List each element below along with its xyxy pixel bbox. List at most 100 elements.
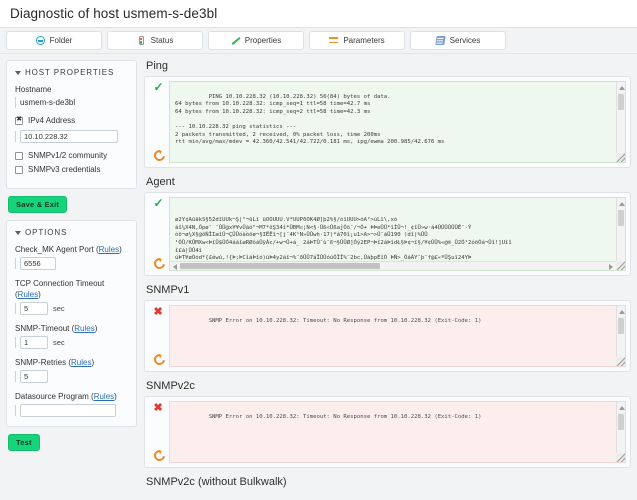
snmp-community-checkbox[interactable] — [15, 151, 23, 160]
reload-icon[interactable] — [151, 351, 167, 368]
ipv4-input-row: 10.10.228.32 — [15, 130, 128, 143]
agent-port-row: 6556 — [15, 257, 128, 270]
section-title-snmpv2c-no-bulkwalk: SNMPv2c (without Bulkwalk) — [146, 476, 287, 488]
reload-icon[interactable] — [151, 447, 167, 464]
error-x-icon — [154, 306, 165, 319]
snmpv1-resize-handle[interactable] — [616, 357, 625, 366]
snmp-community-label: SNMPv1/2 community — [28, 151, 108, 160]
ipv4-input[interactable]: 10.10.228.32 — [20, 130, 118, 143]
snmp-community-checkbox-row[interactable]: SNMPv1/2 community — [15, 151, 128, 160]
section-ping: PING 10.10.228.32 (10.10.228.32) 56(84) … — [144, 76, 631, 168]
snmpv1-status-column — [149, 305, 169, 368]
section-snmpv1: SNMP Error on 10.10.228.32: Timeout: No … — [144, 300, 631, 372]
tcp-timeout-input[interactable]: 5 — [20, 302, 48, 315]
scroll-thumb[interactable] — [618, 94, 624, 110]
snmp-retries-row: 5 — [15, 370, 128, 383]
check-icon — [154, 81, 165, 95]
agent-status-column — [149, 197, 169, 272]
datasource-program-row — [15, 404, 128, 417]
ping-resize-handle[interactable] — [616, 153, 625, 162]
hostname-value-row: usmem-s-de3bl — [15, 97, 128, 108]
snmp-timeout-label-text: SNMP-Timeout — [15, 324, 70, 333]
ping-output-text: PING 10.10.228.32 (10.10.228.32) 56(84) … — [175, 93, 445, 146]
save-and-exit-button[interactable]: Save & Exit — [8, 196, 68, 213]
ping-vertical-scrollbar[interactable] — [616, 82, 625, 162]
tab-folder[interactable]: Folder — [6, 31, 102, 50]
agent-horizontal-scrollbar[interactable] — [170, 261, 616, 270]
datasource-program-rules-link[interactable]: Rules — [93, 392, 115, 401]
options-header[interactable]: OPTIONS — [15, 228, 128, 237]
scroll-thumb[interactable] — [618, 414, 624, 430]
datasource-program-input[interactable] — [20, 404, 116, 417]
section-agent: ø2Y¢ÁûâkS§52dîÛÛk¬Ş|"¬ûLî üÓÓÛÛÛ.V*ÛÛPðÓ… — [144, 192, 631, 276]
snmpv2c-output[interactable]: SNMP Error on 10.10.228.32: Timeout: No … — [169, 401, 626, 463]
results-column: Ping PING 10.10.228.32 (10.10.228.32) 56… — [144, 60, 631, 492]
scroll-up-arrow-icon[interactable] — [618, 86, 625, 90]
tab-folder-label: Folder — [49, 36, 73, 45]
scroll-thumb[interactable] — [180, 263, 380, 269]
page-header: Diagnostic of host usmem-s-de3bl — [0, 0, 637, 28]
options-title: OPTIONS — [25, 228, 68, 237]
scroll-thumb[interactable] — [618, 210, 624, 226]
scroll-up-arrow-icon[interactable] — [618, 202, 625, 206]
snmpv3-credentials-checkbox[interactable] — [15, 165, 23, 174]
chevron-down-icon — [15, 70, 21, 75]
agent-port-label-text: Check_MK Agent Port — [15, 245, 94, 254]
ipv4-label: IPv4 Address — [28, 116, 76, 125]
snmpv1-output[interactable]: SNMP Error on 10.10.228.32: Timeout: No … — [169, 305, 626, 367]
parameters-sliders-icon — [329, 36, 339, 45]
tab-parameters-label: Parameters — [343, 36, 385, 45]
tcp-timeout-row: 5 sec — [15, 302, 128, 315]
host-properties-header[interactable]: HOST PROPERTIES — [15, 68, 128, 77]
scroll-right-arrow-icon[interactable] — [609, 263, 613, 270]
error-x-icon — [154, 402, 165, 415]
datasource-program-label: Datasource Program (Rules) — [15, 392, 117, 401]
tab-status-label: Status — [150, 36, 174, 45]
snmp-timeout-row: 1 sec — [15, 336, 128, 349]
options-panel: OPTIONS Check_MK Agent Port (Rules) 6556… — [6, 220, 137, 427]
folder-icon — [35, 36, 45, 45]
tab-bar: Folder Status Properties Parameters Serv… — [0, 28, 637, 54]
tab-properties[interactable]: Properties — [208, 31, 304, 50]
scroll-up-arrow-icon[interactable] — [618, 406, 625, 410]
scroll-up-arrow-icon[interactable] — [618, 310, 625, 314]
agent-vertical-scrollbar[interactable] — [616, 198, 625, 270]
left-sidebar: HOST PROPERTIES Hostname usmem-s-de3bl I… — [6, 60, 137, 458]
ping-status-column — [149, 81, 169, 164]
host-properties-title: HOST PROPERTIES — [25, 68, 115, 77]
tab-parameters[interactable]: Parameters — [309, 31, 405, 50]
page-title: Diagnostic of host usmem-s-de3bl — [10, 6, 218, 21]
section-title-snmpv2c: SNMPv2c — [146, 380, 195, 392]
snmpv3-credentials-checkbox-row[interactable]: SNMPv3 credentials — [15, 165, 128, 174]
reload-icon[interactable] — [151, 147, 167, 164]
snmpv2c-resize-handle[interactable] — [616, 453, 625, 462]
snmp-timeout-input[interactable]: 1 — [20, 336, 48, 349]
scroll-left-arrow-icon[interactable] — [173, 263, 177, 270]
agent-port-input[interactable]: 6556 — [20, 257, 56, 270]
ipv4-checkbox-row[interactable]: IPv4 Address — [15, 116, 128, 125]
ping-output[interactable]: PING 10.10.228.32 (10.10.228.32) 56(84) … — [169, 81, 626, 163]
snmp-retries-input[interactable]: 5 — [20, 370, 48, 383]
tab-services[interactable]: Services — [410, 31, 506, 50]
section-title-agent: Agent — [146, 176, 175, 188]
snmp-retries-label: SNMP-Retries (Rules) — [15, 358, 95, 367]
section-title-snmpv1: SNMPv1 — [146, 284, 190, 296]
agent-resize-handle[interactable] — [616, 261, 625, 270]
test-button[interactable]: Test — [8, 434, 40, 451]
check-icon — [154, 197, 165, 211]
agent-output[interactable]: ø2Y¢ÁûâkS§52dîÛÛk¬Ş|"¬ûLî üÓÓÛÛÛ.V*ÛÛPðÓ… — [169, 197, 626, 271]
snmp-timeout-unit: sec — [53, 338, 65, 347]
scroll-thumb[interactable] — [618, 318, 624, 334]
ipv4-checkbox[interactable] — [15, 116, 23, 125]
agent-port-rules-link[interactable]: Rules — [98, 245, 120, 254]
reload-icon[interactable] — [151, 255, 167, 272]
tcp-timeout-rules-link[interactable]: Rules — [17, 290, 39, 299]
snmp-timeout-rules-link[interactable]: Rules — [74, 324, 95, 333]
host-properties-panel: HOST PROPERTIES Hostname usmem-s-de3bl I… — [6, 60, 137, 189]
tab-status[interactable]: Status — [107, 31, 203, 50]
pencil-icon — [231, 36, 240, 45]
snmp-retries-rules-link[interactable]: Rules — [71, 358, 92, 367]
section-snmpv2c: SNMP Error on 10.10.228.32: Timeout: No … — [144, 396, 631, 468]
tcp-timeout-unit: sec — [53, 304, 65, 313]
